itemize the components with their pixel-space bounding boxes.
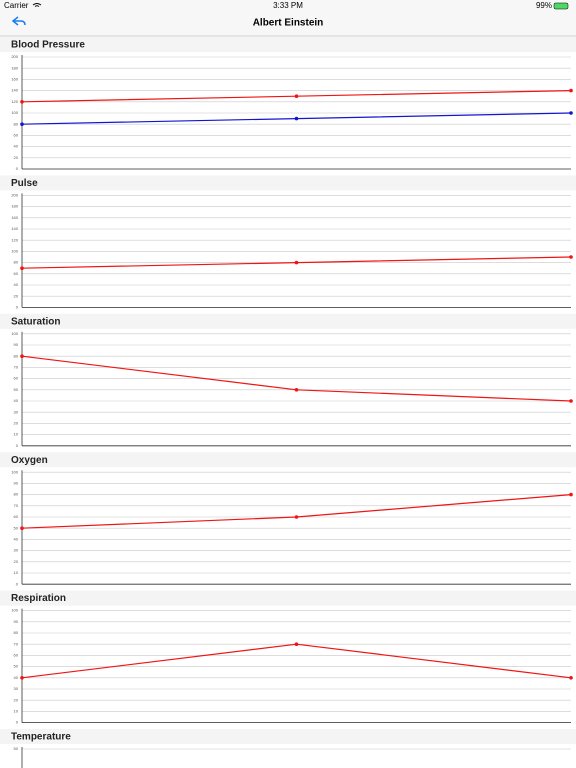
data-point — [569, 676, 573, 680]
section-header — [0, 590, 576, 606]
data-point — [294, 388, 299, 392]
y-tick-label: 30 — [14, 409, 19, 414]
y-tick-label: 60 — [14, 271, 19, 276]
data-point — [20, 354, 24, 359]
data-point — [294, 515, 299, 519]
data-point — [294, 260, 299, 265]
y-tick-label: 70 — [14, 364, 19, 369]
y-tick-label: 50 — [14, 746, 19, 751]
nav-title: Albert Einstein — [253, 18, 324, 29]
data-point — [569, 111, 573, 115]
y-tick-label: 140 — [11, 226, 18, 231]
data-point — [294, 116, 299, 121]
data-line — [21, 643, 572, 679]
y-tick-label: 60 — [14, 652, 19, 657]
y-tick-label: 100 — [11, 331, 18, 336]
y-tick-label: 90 — [14, 480, 19, 485]
y-tick-label: 60 — [14, 514, 19, 519]
section-title: Saturation — [11, 316, 60, 327]
y-tick-label: 50 — [14, 525, 19, 530]
data-point — [20, 676, 24, 680]
section-title: Blood Pressure — [11, 40, 85, 51]
y-tick-label: 40 — [14, 282, 19, 287]
y-tick-label: 100 — [11, 469, 18, 474]
data-point — [20, 526, 24, 530]
y-tick-label: 120 — [11, 99, 18, 104]
section-header — [0, 313, 576, 329]
y-tick-label: 40 — [14, 675, 19, 680]
y-tick-label: 30 — [14, 548, 19, 553]
y-tick-label: 80 — [14, 260, 19, 265]
data-point — [294, 642, 299, 646]
wifi-icon — [32, 3, 42, 7]
section-title: Temperature — [11, 732, 71, 743]
y-tick-label: 90 — [14, 619, 19, 624]
y-tick-label: 10 — [14, 708, 19, 713]
y-tick-label: 200 — [11, 54, 18, 59]
y-tick-label: 40 — [14, 398, 19, 403]
data-point — [569, 88, 573, 93]
data-point — [569, 492, 573, 497]
section-header — [0, 175, 576, 191]
y-tick-label: 160 — [11, 215, 18, 220]
back-button[interactable] — [11, 16, 26, 26]
data-point — [20, 122, 24, 126]
y-tick-label: 0 — [16, 304, 19, 309]
y-tick-label: 20 — [14, 697, 19, 702]
y-tick-label: 50 — [14, 387, 19, 392]
y-tick-label: 10 — [14, 432, 19, 437]
y-tick-label: 90 — [14, 342, 19, 347]
y-tick-label: 60 — [14, 376, 19, 381]
y-tick-label: 50 — [14, 664, 19, 669]
section-title: Oxygen — [11, 455, 48, 466]
y-tick-label: 100 — [11, 608, 18, 613]
data-point — [569, 255, 573, 259]
y-tick-label: 0 — [16, 443, 19, 448]
section-header — [0, 729, 576, 744]
y-tick-label: 80 — [14, 630, 19, 635]
carrier: Carrier — [4, 1, 29, 10]
y-tick-label: 60 — [14, 132, 19, 137]
y-tick-label: 200 — [11, 192, 18, 197]
y-tick-label: 40 — [14, 144, 19, 149]
data-point — [20, 100, 24, 104]
y-tick-label: 20 — [14, 559, 19, 564]
y-tick-label: 10 — [14, 570, 19, 575]
y-tick-label: 160 — [11, 76, 18, 81]
y-tick-label: 40 — [14, 536, 19, 541]
battery-icon — [553, 2, 569, 10]
y-tick-label: 0 — [16, 166, 19, 171]
data-point — [20, 266, 24, 271]
y-tick-label: 100 — [11, 248, 18, 253]
data-point — [569, 399, 573, 403]
nav-bar — [0, 0, 576, 36]
section-header — [0, 452, 576, 468]
y-tick-label: 0 — [16, 720, 19, 725]
y-tick-label: 20 — [14, 293, 19, 298]
section-title: Respiration — [11, 593, 66, 604]
y-tick-label: 180 — [11, 204, 18, 209]
y-tick-label: 70 — [14, 641, 19, 646]
y-tick-label: 100 — [11, 110, 18, 115]
data-point — [294, 94, 299, 98]
data-line — [21, 494, 572, 529]
y-tick-label: 20 — [14, 420, 19, 425]
y-tick-label: 30 — [14, 686, 19, 691]
y-tick-label: 70 — [14, 503, 19, 508]
clock: 3:33 PM — [273, 1, 303, 10]
y-tick-label: 80 — [14, 492, 19, 497]
y-tick-label: 120 — [11, 237, 18, 242]
y-tick-label: 0 — [16, 581, 19, 586]
y-tick-label: 140 — [11, 88, 18, 93]
battery-level: 99% — [536, 1, 552, 10]
y-tick-label: 80 — [14, 121, 19, 126]
section-title: Pulse — [11, 178, 38, 189]
section-header — [0, 37, 576, 52]
y-tick-label: 180 — [11, 65, 18, 70]
y-tick-label: 20 — [14, 155, 19, 160]
y-tick-label: 80 — [14, 353, 19, 358]
